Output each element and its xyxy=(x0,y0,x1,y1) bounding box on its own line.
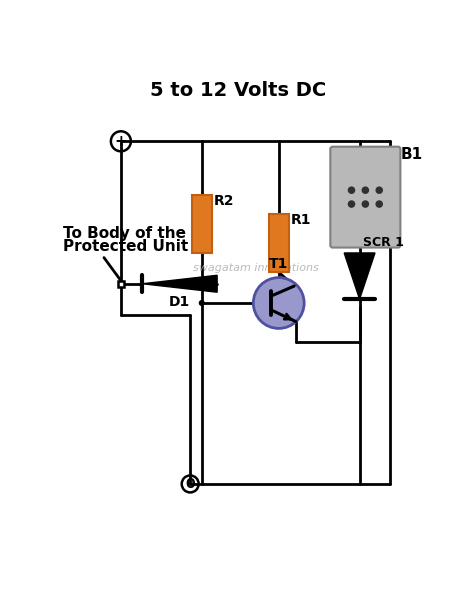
Bar xyxy=(269,214,289,272)
Text: 0: 0 xyxy=(186,477,195,491)
Text: R1: R1 xyxy=(291,213,312,227)
Bar xyxy=(192,195,212,253)
Text: B1: B1 xyxy=(400,148,423,163)
Text: +: + xyxy=(114,134,127,149)
Text: T1: T1 xyxy=(269,257,288,271)
Text: R2: R2 xyxy=(214,194,234,208)
Circle shape xyxy=(376,201,382,207)
Text: To Body of the: To Body of the xyxy=(63,226,186,241)
Circle shape xyxy=(253,278,304,328)
Text: D1: D1 xyxy=(169,295,191,310)
Circle shape xyxy=(362,187,368,193)
Circle shape xyxy=(199,301,204,305)
Circle shape xyxy=(348,201,355,207)
Text: Protected Unit: Protected Unit xyxy=(63,239,188,254)
Polygon shape xyxy=(344,253,375,299)
Bar xyxy=(118,281,124,287)
Circle shape xyxy=(376,187,382,193)
Circle shape xyxy=(362,201,368,207)
Text: 5 to 12 Volts DC: 5 to 12 Volts DC xyxy=(150,81,326,100)
Text: swagatam innovations: swagatam innovations xyxy=(193,263,319,274)
Circle shape xyxy=(348,187,355,193)
Text: SCR 1: SCR 1 xyxy=(363,236,404,249)
FancyBboxPatch shape xyxy=(330,146,400,248)
Polygon shape xyxy=(142,275,217,292)
